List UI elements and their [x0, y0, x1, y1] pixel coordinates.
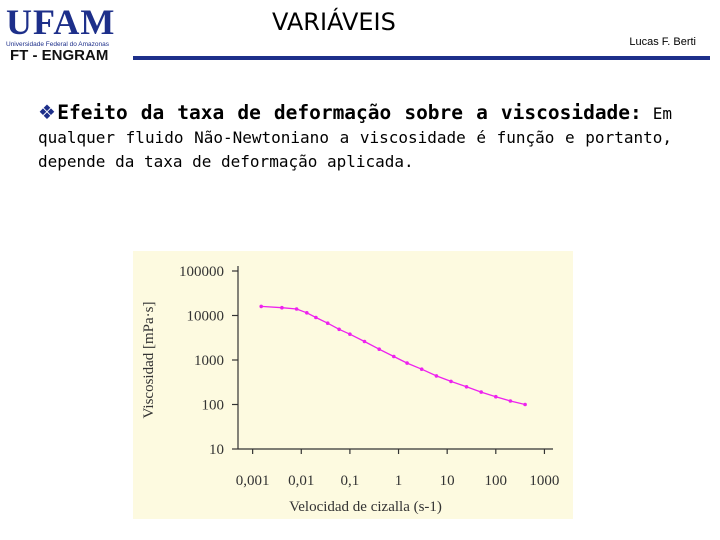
data-point	[294, 307, 299, 311]
author-name: Lucas F. Berti	[629, 36, 696, 48]
body-text: Em qualquer fluido Não-Newtoniano a visc…	[38, 104, 673, 171]
data-point	[449, 379, 453, 384]
data-point	[259, 304, 263, 309]
data-point	[419, 367, 424, 371]
y-axis-label: Viscosidad [mPa·s]	[141, 302, 157, 419]
data-point	[523, 402, 527, 407]
data-point	[377, 347, 381, 351]
data-point	[305, 311, 309, 315]
viscosity-chart: 10 100 1000 10000 100000 0,001 0,01 0,1 1 10 100 10…	[133, 251, 573, 519]
ufam-logo: UFAM Universidade Federal do Amazonas	[6, 4, 126, 48]
x-tick-label: 0,1	[341, 473, 360, 489]
data-point	[325, 321, 330, 325]
diamond-bullet-icon: ❖	[38, 100, 58, 124]
y-tick-label: 100	[202, 398, 225, 414]
data-point	[405, 361, 409, 365]
x-tick-label: 0,01	[288, 473, 314, 489]
logo-subtitle: Universidade Federal do Amazonas	[6, 41, 109, 48]
data-point	[464, 385, 469, 389]
data-point	[479, 390, 484, 394]
logo-wordmark: UFAM	[6, 2, 116, 42]
data-point	[348, 332, 352, 336]
data-point	[314, 315, 318, 320]
x-tick-label: 1000	[529, 473, 559, 489]
x-tick-label: 100	[485, 473, 508, 489]
y-tick-label: 10	[209, 442, 224, 458]
header-divider	[133, 56, 710, 60]
data-point	[337, 327, 341, 332]
data-point	[280, 305, 284, 310]
y-tick-label: 10000	[187, 309, 225, 325]
department-label: FT - ENGRAM	[10, 47, 109, 64]
body-paragraph: ❖Efeito da taxa de deformação sobre a vi…	[38, 100, 672, 174]
data-point	[392, 354, 396, 359]
chart-background	[133, 251, 573, 519]
x-tick-label: 0,001	[236, 473, 270, 489]
y-tick-label: 100000	[179, 264, 224, 280]
x-axis-label: Velocidad de cizalla (s-1)	[289, 499, 442, 515]
data-point	[434, 374, 439, 378]
data-point	[494, 394, 498, 399]
x-tick-label: 10	[440, 473, 455, 489]
x-tick-label: 1	[395, 473, 403, 489]
y-tick-label: 1000	[194, 353, 224, 369]
data-point	[362, 339, 367, 344]
body-heading: Efeito da taxa de deformação sobre a vis…	[57, 101, 642, 124]
slide-title: VARIÁVEIS	[272, 8, 396, 36]
data-point	[508, 399, 513, 403]
